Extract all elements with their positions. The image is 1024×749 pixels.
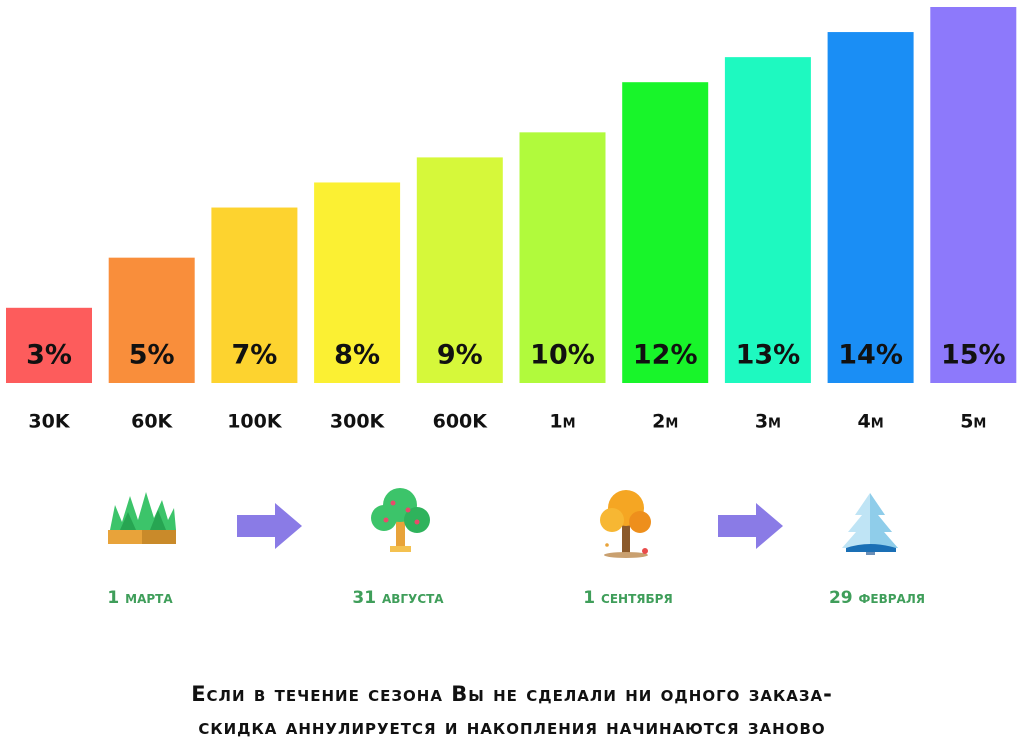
season-date: 1 сентября [583, 588, 672, 608]
summer-tree-icon [371, 488, 430, 552]
bar [519, 132, 606, 383]
footer-text: скидка аннулируется и накопления начинаю… [198, 715, 825, 739]
bar [827, 32, 914, 384]
bar [211, 207, 298, 383]
value-label: 13% [736, 340, 801, 371]
category-label: 100K [227, 411, 283, 433]
autumn-tree-icon [600, 490, 651, 558]
category-label: 2м [652, 411, 678, 433]
value-label: 8% [334, 340, 380, 371]
season-date: 1 марта [107, 588, 173, 608]
category-label: 1м [549, 411, 575, 433]
category-label: 4м [858, 411, 884, 433]
category-label: 60K [131, 411, 173, 433]
arrow [237, 503, 302, 549]
bar [724, 57, 811, 384]
bar [314, 182, 401, 383]
value-label: 7% [231, 340, 277, 371]
grass-icon [108, 492, 176, 544]
category-label: 5м [960, 411, 986, 433]
category-label: 600K [433, 411, 489, 433]
bar [108, 257, 195, 383]
bar [930, 7, 1017, 383]
value-label: 3% [26, 340, 72, 371]
footer-text: Если в течение сезона Вы не сделали ни о… [191, 682, 833, 706]
value-label: 14% [838, 340, 903, 371]
category-label: 300K [330, 411, 386, 433]
value-label: 5% [129, 340, 175, 371]
season-date: 29 февраля [829, 588, 925, 608]
bar [416, 157, 503, 383]
value-label: 12% [633, 340, 698, 371]
value-label: 9% [437, 340, 483, 371]
bar [6, 307, 92, 383]
value-label: 15% [941, 340, 1006, 371]
arrow [718, 503, 783, 549]
category-label: 30K [28, 411, 70, 433]
season-date: 31 августа [352, 588, 444, 608]
winter-fir-icon [842, 493, 898, 555]
bar [622, 82, 709, 383]
value-label: 10% [530, 340, 595, 371]
category-label: 3м [755, 411, 781, 433]
